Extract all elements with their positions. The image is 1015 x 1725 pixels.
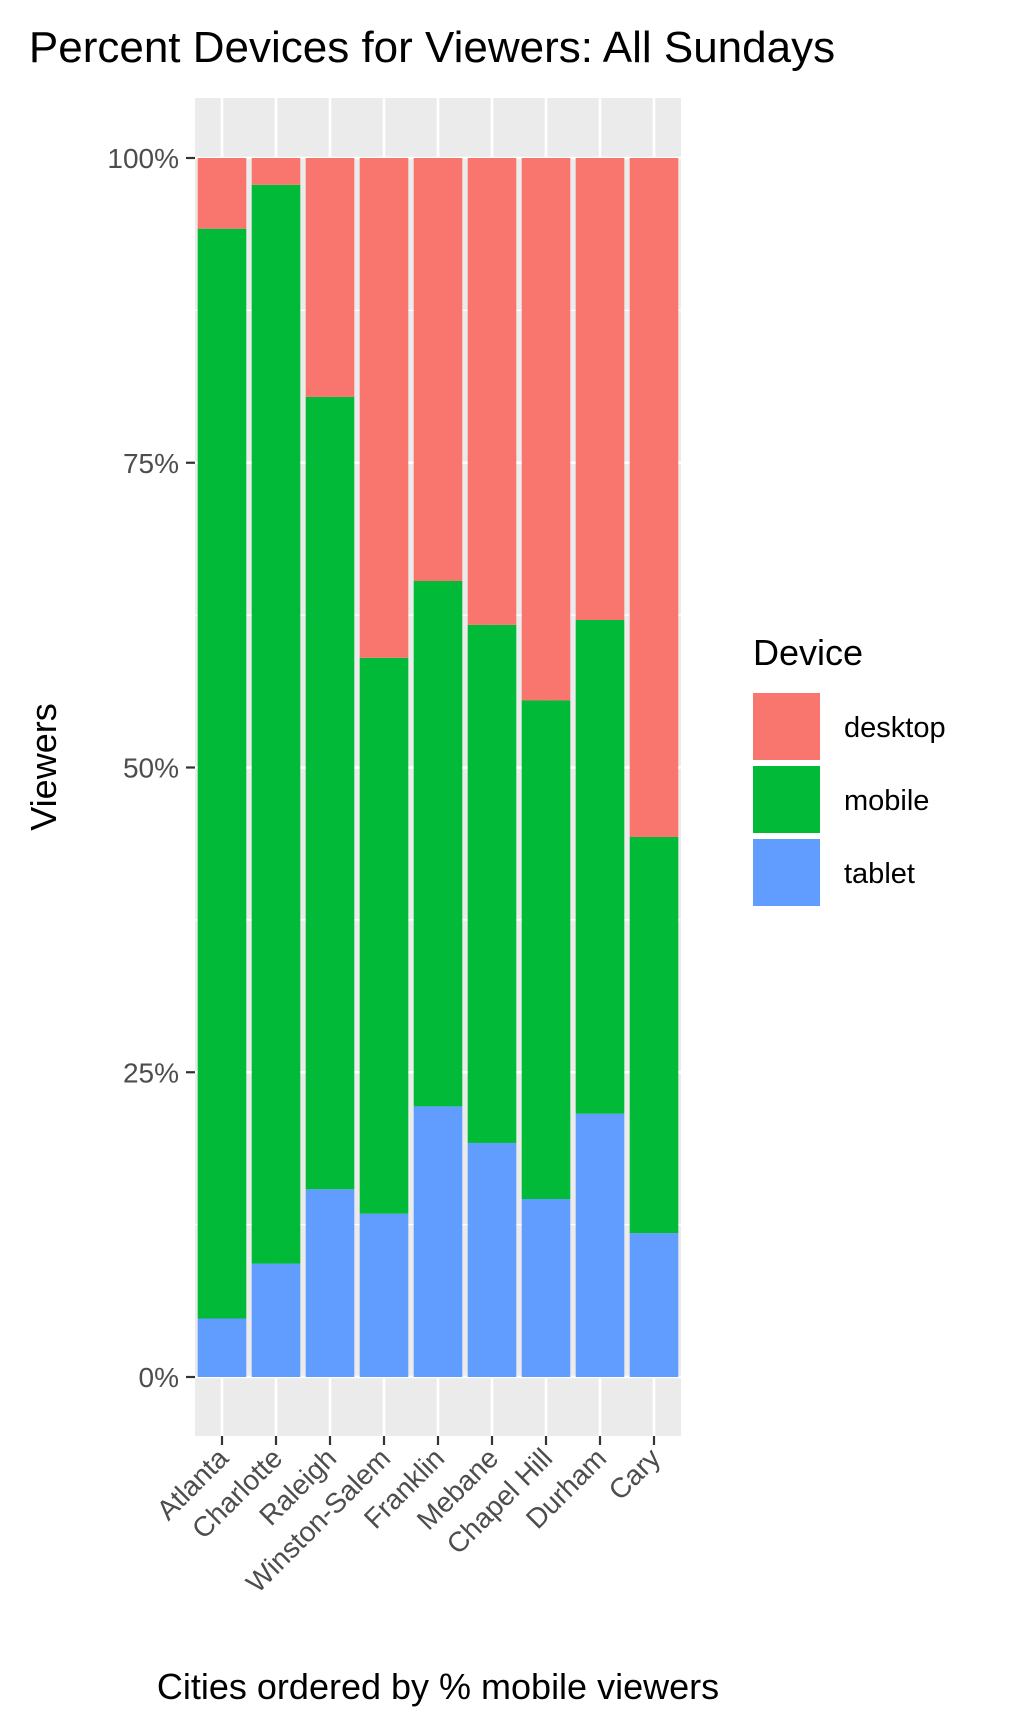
x-tick-label: Cary: [603, 1442, 667, 1506]
bar-segment-desktop: [521, 158, 571, 701]
legend-key-mobile: [753, 766, 820, 833]
bar-segment-desktop: [575, 158, 625, 621]
y-tick-label: 50%: [123, 753, 179, 784]
bar-segment-mobile: [197, 228, 247, 1319]
bar-segment-mobile: [521, 700, 571, 1200]
bar-segment-desktop: [305, 158, 355, 397]
bar-segment-mobile: [305, 396, 355, 1190]
x-axis: AtlantaCharlotteRaleighWinston-SalemFran…: [151, 1436, 667, 1598]
bar-segment-tablet: [305, 1189, 355, 1377]
bar-segment-desktop: [629, 158, 679, 837]
bar-segment-mobile: [575, 620, 625, 1114]
bar-segment-desktop: [467, 158, 517, 625]
legend-label-tablet: tablet: [844, 858, 915, 890]
bar-segment-tablet: [413, 1106, 463, 1377]
y-tick-label: 75%: [123, 448, 179, 479]
chart-title: Percent Devices for Viewers: All Sundays: [29, 23, 835, 72]
bar-segment-tablet: [197, 1318, 247, 1377]
legend: Device desktop mobile tablet: [753, 632, 946, 906]
y-tick-label: 100%: [107, 143, 179, 174]
legend-label-mobile: mobile: [844, 785, 929, 817]
bar-segment-tablet: [359, 1213, 409, 1377]
legend-title: Device: [753, 632, 863, 673]
legend-key-tablet: [753, 839, 820, 906]
bar-segment-mobile: [251, 184, 301, 1264]
bar-segment-tablet: [521, 1199, 571, 1377]
bar-segment-tablet: [629, 1233, 679, 1377]
bar-segment-desktop: [251, 158, 301, 185]
x-axis-title: Cities ordered by % mobile viewers: [157, 1666, 719, 1707]
legend-key-desktop: [753, 693, 820, 760]
bar-segment-tablet: [467, 1142, 517, 1377]
bar-segment-mobile: [467, 624, 517, 1143]
bar-segment-desktop: [359, 158, 409, 658]
bars: [197, 158, 679, 1377]
bar-segment-mobile: [359, 657, 409, 1214]
bar-segment-tablet: [575, 1113, 625, 1377]
legend-label-desktop: desktop: [844, 712, 946, 744]
bar-segment-desktop: [413, 158, 463, 581]
y-tick-label: 0%: [139, 1362, 179, 1393]
bar-segment-desktop: [197, 158, 247, 229]
y-axis-title: Viewers: [23, 703, 64, 830]
bar-segment-mobile: [413, 580, 463, 1107]
bar-segment-tablet: [251, 1263, 301, 1377]
y-axis: 0% 25% 50% 75% 100%: [107, 143, 195, 1393]
bar-segment-mobile: [629, 836, 679, 1234]
y-tick-label: 25%: [123, 1057, 179, 1088]
